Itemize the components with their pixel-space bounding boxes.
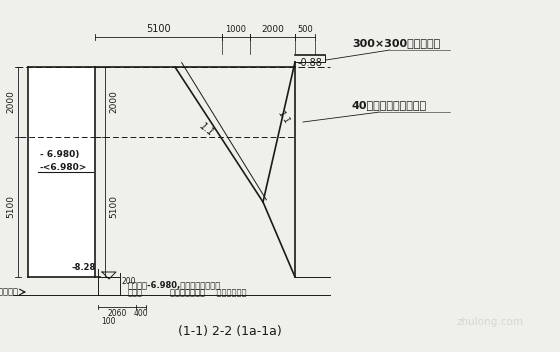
Text: 2000: 2000 <box>261 25 284 34</box>
Text: -8.28: -8.28 <box>72 263 96 271</box>
Text: 2000: 2000 <box>6 90 15 113</box>
Text: - 6.980): - 6.980) <box>40 151 80 159</box>
Text: 5100: 5100 <box>109 195 118 219</box>
Text: 1.1: 1.1 <box>276 108 292 125</box>
Text: 5100: 5100 <box>6 195 15 219</box>
Bar <box>28 67 95 277</box>
Text: (1-1) 2-2 (1a-1a): (1-1) 2-2 (1a-1a) <box>178 326 282 339</box>
Text: 400: 400 <box>134 309 148 318</box>
Text: 40厘喷射素混凝土面层: 40厘喷射素混凝土面层 <box>352 100 427 110</box>
Text: 1.1: 1.1 <box>198 121 216 138</box>
Text: 1000: 1000 <box>226 25 246 34</box>
Text: 200: 200 <box>122 277 137 285</box>
Text: 再进行垂直下挖    机械无法施工: 再进行垂直下挖 机械无法施工 <box>170 289 246 297</box>
Text: -0.88: -0.88 <box>298 58 323 68</box>
Text: 100: 100 <box>101 317 115 326</box>
Text: 地下车库外边线: 地下车库外边线 <box>0 288 19 296</box>
Text: 排水沟: 排水沟 <box>128 289 143 297</box>
Text: 500: 500 <box>297 25 313 34</box>
Text: 300×300砖砀排水沟: 300×300砖砀排水沟 <box>352 38 440 48</box>
Text: 5100: 5100 <box>146 24 171 34</box>
Text: 2000: 2000 <box>109 90 118 113</box>
Text: -<6.980>: -<6.980> <box>40 163 87 171</box>
Text: 2060: 2060 <box>108 309 127 318</box>
Text: zhulong.com: zhulong.com <box>456 317 524 327</box>
Text: 先挖土至-6.980,待基础完工验收后: 先挖土至-6.980,待基础完工验收后 <box>128 281 221 289</box>
